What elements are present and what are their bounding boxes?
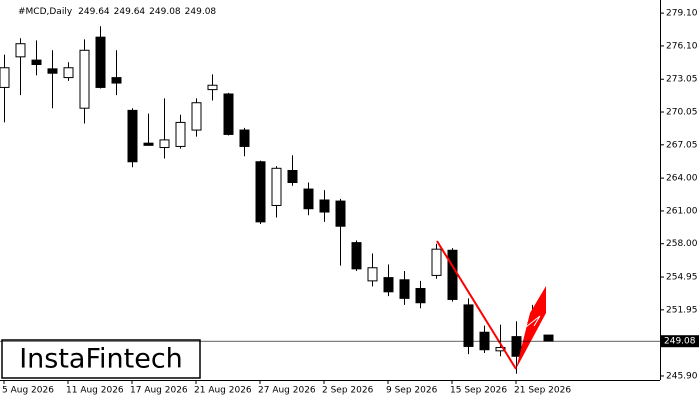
candle-body: [191, 102, 202, 131]
y-tick-label: 258.00: [666, 239, 698, 249]
price-label: 249.08: [664, 337, 696, 347]
candle-body: [511, 336, 522, 357]
y-tick-label: 254.95: [666, 273, 698, 283]
candle-body: [111, 77, 122, 84]
plot: [0, 26, 554, 374]
candle-body: [335, 200, 346, 227]
candle-body: [255, 161, 266, 223]
candle-body: [383, 277, 394, 293]
candle-body: [367, 267, 378, 282]
candle-body: [415, 288, 426, 304]
x-tick-label: 5 Aug 2026: [2, 386, 54, 396]
candle-body: [79, 49, 90, 109]
candle-body: [351, 242, 362, 270]
candle-body: [319, 199, 330, 213]
y-tick-label: 279.10: [666, 9, 698, 19]
candle-body: [159, 139, 170, 149]
pattern-flag: [516, 286, 546, 369]
price-label-box: [661, 335, 699, 348]
logo-box: [1, 339, 201, 379]
x-tick-label: 11 Aug 2026: [66, 386, 124, 396]
y-tick-label: 276.10: [666, 41, 698, 51]
candle-body: [239, 129, 250, 147]
candle-body: [175, 121, 186, 147]
candle-body: [0, 67, 10, 88]
x-tick-label: 21 Aug 2026: [194, 386, 252, 396]
candle-body: [207, 84, 218, 91]
candle-body: [303, 188, 314, 210]
candle-body: [223, 93, 234, 135]
y-tick-label: 267.05: [666, 140, 698, 150]
y-tick-label: 270.05: [666, 108, 698, 118]
candle-body: [447, 249, 458, 300]
candle-body: [543, 334, 554, 342]
candle-body: [31, 59, 42, 65]
pattern-detail: [521, 315, 541, 331]
y-tick-label: 273.05: [666, 75, 698, 85]
candle-body: [15, 43, 26, 58]
candle-body: [287, 169, 298, 184]
candle-body: [143, 142, 154, 146]
y-tick-label: 245.90: [666, 371, 698, 381]
candle-body: [127, 109, 138, 163]
x-tick-label: 17 Aug 2026: [130, 386, 188, 396]
x-tick-label: 27 Aug 2026: [258, 386, 316, 396]
candle-body: [495, 347, 506, 352]
x-tick-label: 9 Sep 2026: [386, 386, 438, 396]
candle-body: [95, 36, 106, 88]
candle-body: [47, 68, 58, 74]
candle-body: [271, 167, 282, 206]
x-tick-label: 15 Sep 2026: [450, 386, 507, 396]
chart-title: #MCD,Daily 249.64 249.64 249.08 249.08: [18, 7, 216, 17]
logo: InstaFintech: [19, 344, 183, 375]
candle-body: [431, 248, 442, 276]
y-tick-label: 264.00: [666, 174, 698, 184]
candle-body: [63, 67, 74, 79]
x-tick-label: 21 Sep 2026: [514, 386, 571, 396]
candle-body: [463, 304, 474, 347]
x-tick-label: 2 Sep 2026: [322, 386, 374, 396]
y-tick-label: 261.00: [666, 206, 698, 216]
candle-body: [399, 279, 410, 299]
pattern-line: [436, 240, 517, 370]
y-tick-label: 251.95: [666, 305, 698, 315]
